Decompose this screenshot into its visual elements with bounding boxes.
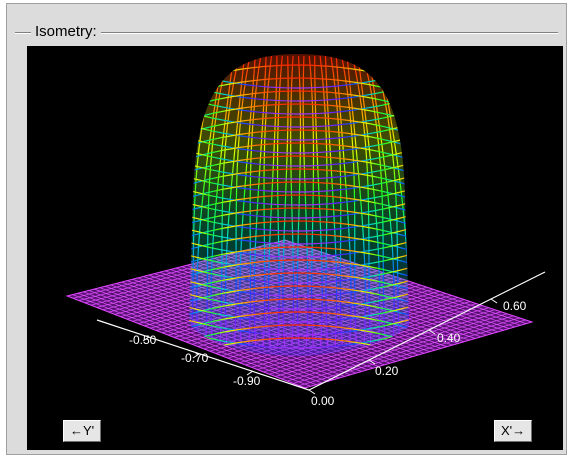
surface-dome [189,54,409,356]
y-axis-line [96,319,310,391]
tick-marks [142,298,498,395]
x-tick-label: 0.20 [375,364,399,378]
rotate-y-button[interactable]: ←Y' [63,420,102,442]
isometry-group: Isometry: [6,3,567,455]
axes [96,271,546,391]
rotate-x-button[interactable]: X'→ [494,420,533,442]
x-axis-line [308,271,546,391]
surface-plot-svg: -0.50 -0.70 -0.90 0.00 0.20 0.40 0.60 [65,54,546,408]
tick-labels: -0.50 -0.70 -0.90 0.00 0.20 0.40 0.60 [129,299,527,408]
group-title: Isometry: [31,22,101,42]
isometry-plot[interactable]: -0.50 -0.70 -0.90 0.00 0.20 0.40 0.60 ←Y… [27,46,563,450]
x-tick-label: 0.00 [311,394,335,408]
y-tick-label: -0.50 [129,333,157,347]
x-tick-label: 0.60 [503,299,527,313]
y-tick-label: -0.70 [181,351,209,365]
group-divider [15,32,558,34]
x-tick-label: 0.40 [437,331,461,345]
y-tick-label: -0.90 [233,374,261,388]
